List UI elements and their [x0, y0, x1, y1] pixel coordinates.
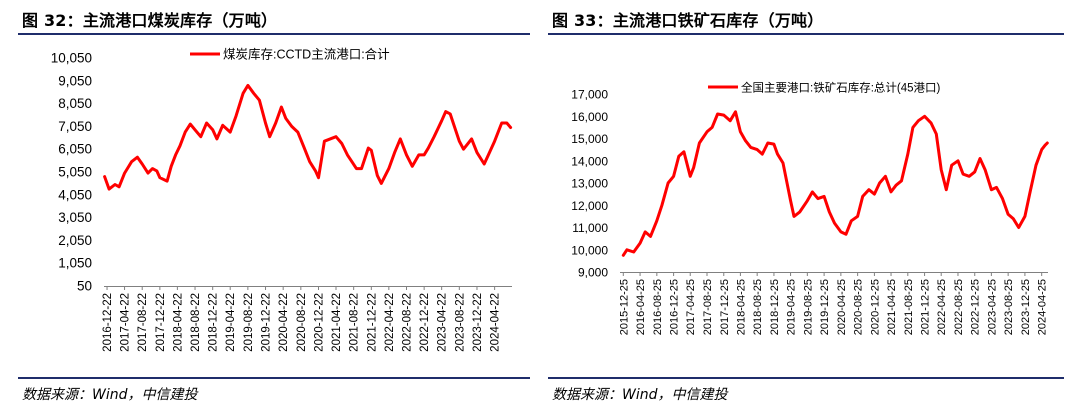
- x-tick-label: 2019-12-25: [819, 279, 831, 335]
- x-tick-label: 2019-04-22: [225, 293, 237, 352]
- x-tick-label: 2019-08-25: [802, 279, 814, 335]
- y-tick-label: 6,050: [58, 142, 92, 157]
- x-tick-label: 2016-12-22: [102, 293, 114, 352]
- source-note: 数据来源：Wind，中信建投: [22, 387, 198, 403]
- legend-label: 煤炭库存:CCTD主流港口:合计: [223, 47, 390, 62]
- footer-rule: [548, 377, 1064, 379]
- figure-title: 图 33：主流港口铁矿石库存（万吨）: [552, 11, 824, 30]
- y-tick-label: 13,000: [571, 177, 608, 191]
- x-tick-label: 2020-08-25: [853, 279, 865, 335]
- x-tick-label: 2023-04-25: [986, 279, 998, 335]
- y-tick-label: 14,000: [571, 154, 608, 168]
- x-tick-label: 2022-04-22: [384, 293, 396, 352]
- x-tick-label: 2020-04-25: [836, 279, 848, 335]
- x-tick-label: 2023-04-22: [437, 293, 449, 352]
- x-tick-label: 2020-04-22: [278, 293, 290, 352]
- x-tick-label: 2021-04-22: [331, 293, 343, 352]
- x-tick-label: 2023-12-22: [472, 293, 484, 352]
- x-tick-label: 2017-04-22: [120, 293, 132, 352]
- x-tick-label: 2019-12-22: [261, 293, 273, 352]
- x-tick-label: 2018-04-22: [172, 293, 184, 352]
- x-tick-label: 2015-12-25: [618, 279, 630, 335]
- x-tick-label: 2021-12-25: [920, 279, 932, 335]
- figure-title: 图 32：主流港口煤炭库存（万吨）: [22, 11, 278, 30]
- x-tick-label: 2023-12-25: [1020, 279, 1032, 335]
- x-tick-label: 2021-12-22: [366, 293, 378, 352]
- x-tick-label: 2019-04-25: [786, 279, 798, 335]
- x-tick-label: 2018-12-25: [769, 279, 781, 335]
- x-tick-label: 2020-12-22: [313, 293, 325, 352]
- legend-label: 全国主要港口:铁矿石库存:总计(45港口): [741, 81, 941, 95]
- x-tick-label: 2021-04-25: [886, 279, 898, 335]
- chart-panel-coal: 图 32：主流港口煤炭库存（万吨） 50 1,050 2,050 3,050 4,050…: [0, 0, 530, 414]
- x-tick-label: 2018-08-22: [190, 293, 202, 352]
- source-note: 数据来源：Wind，中信建投: [552, 387, 728, 403]
- x-tick-label: 2020-08-22: [296, 293, 308, 352]
- y-tick-label: 9,050: [58, 73, 92, 88]
- y-tick-label: 11,000: [572, 221, 608, 235]
- x-tick-label: 2021-08-22: [349, 293, 361, 352]
- x-tick-label: 2021-08-25: [903, 279, 915, 335]
- x-tick-label: 2017-12-22: [155, 293, 167, 352]
- title-rule: [548, 33, 1064, 35]
- y-tick-label: 7,050: [58, 119, 92, 134]
- y-tick-label: 1,050: [58, 256, 92, 271]
- coal-inventory-chart: 50 1,050 2,050 3,050 4,050 5,050 6,050 7,050 8,0…: [51, 47, 513, 352]
- y-tick-label: 8,050: [58, 96, 92, 111]
- x-tick-label: 2019-08-22: [243, 293, 255, 352]
- footer-rule: [18, 377, 530, 379]
- y-tick-label: 12,000: [571, 199, 608, 213]
- title-rule: [18, 33, 530, 35]
- x-tick-label: 2016-04-25: [635, 279, 647, 335]
- x-tick-label: 2017-08-25: [702, 279, 714, 335]
- series-line: [103, 83, 513, 191]
- x-tick-label: 2017-08-22: [137, 293, 149, 352]
- y-tick-label: 2,050: [58, 233, 92, 248]
- iron-ore-inventory-chart: 9,000 10,000 11,000 12,000 13,000 14,000 15,00…: [571, 81, 1049, 335]
- y-tick-label: 10,000: [571, 243, 608, 257]
- x-tick-label: 2024-04-25: [1037, 279, 1049, 335]
- x-tick-label: 2022-04-25: [936, 279, 948, 335]
- x-tick-label: 2022-12-25: [970, 279, 982, 335]
- series-line: [621, 110, 1049, 257]
- y-tick-label: 16,000: [571, 110, 608, 124]
- x-tick-label: 2023-08-25: [1003, 279, 1015, 335]
- x-tick-label: 2016-12-25: [669, 279, 681, 335]
- y-tick-label: 10,050: [51, 51, 92, 66]
- y-tick-label: 5,050: [58, 165, 92, 180]
- y-tick-label: 3,050: [58, 210, 92, 225]
- x-tick-label: 2022-08-25: [953, 279, 965, 335]
- y-tick-label: 4,050: [58, 187, 92, 202]
- x-tick-label: 2024-04-22: [490, 293, 502, 352]
- x-tick-label: 2023-08-22: [454, 293, 466, 352]
- y-tick-label: 9,000: [578, 266, 608, 280]
- y-tick-label: 50: [77, 279, 92, 294]
- x-tick-label: 2022-08-22: [401, 293, 413, 352]
- y-tick-label: 15,000: [571, 132, 608, 146]
- x-tick-label: 2018-08-25: [752, 279, 764, 335]
- x-tick-label: 2017-12-25: [719, 279, 731, 335]
- x-tick-label: 2020-12-25: [869, 279, 881, 335]
- x-tick-label: 2017-04-25: [685, 279, 697, 335]
- x-tick-label: 2018-04-25: [735, 279, 747, 335]
- x-tick-label: 2016-08-25: [652, 279, 664, 335]
- x-tick-label: 2022-12-22: [419, 293, 431, 352]
- x-tick-label: 2018-12-22: [208, 293, 220, 352]
- y-tick-label: 17,000: [571, 88, 608, 102]
- chart-panel-iron-ore: 图 33：主流港口铁矿石库存（万吨） 9,000 10,000 11,000 12,0…: [548, 0, 1080, 414]
